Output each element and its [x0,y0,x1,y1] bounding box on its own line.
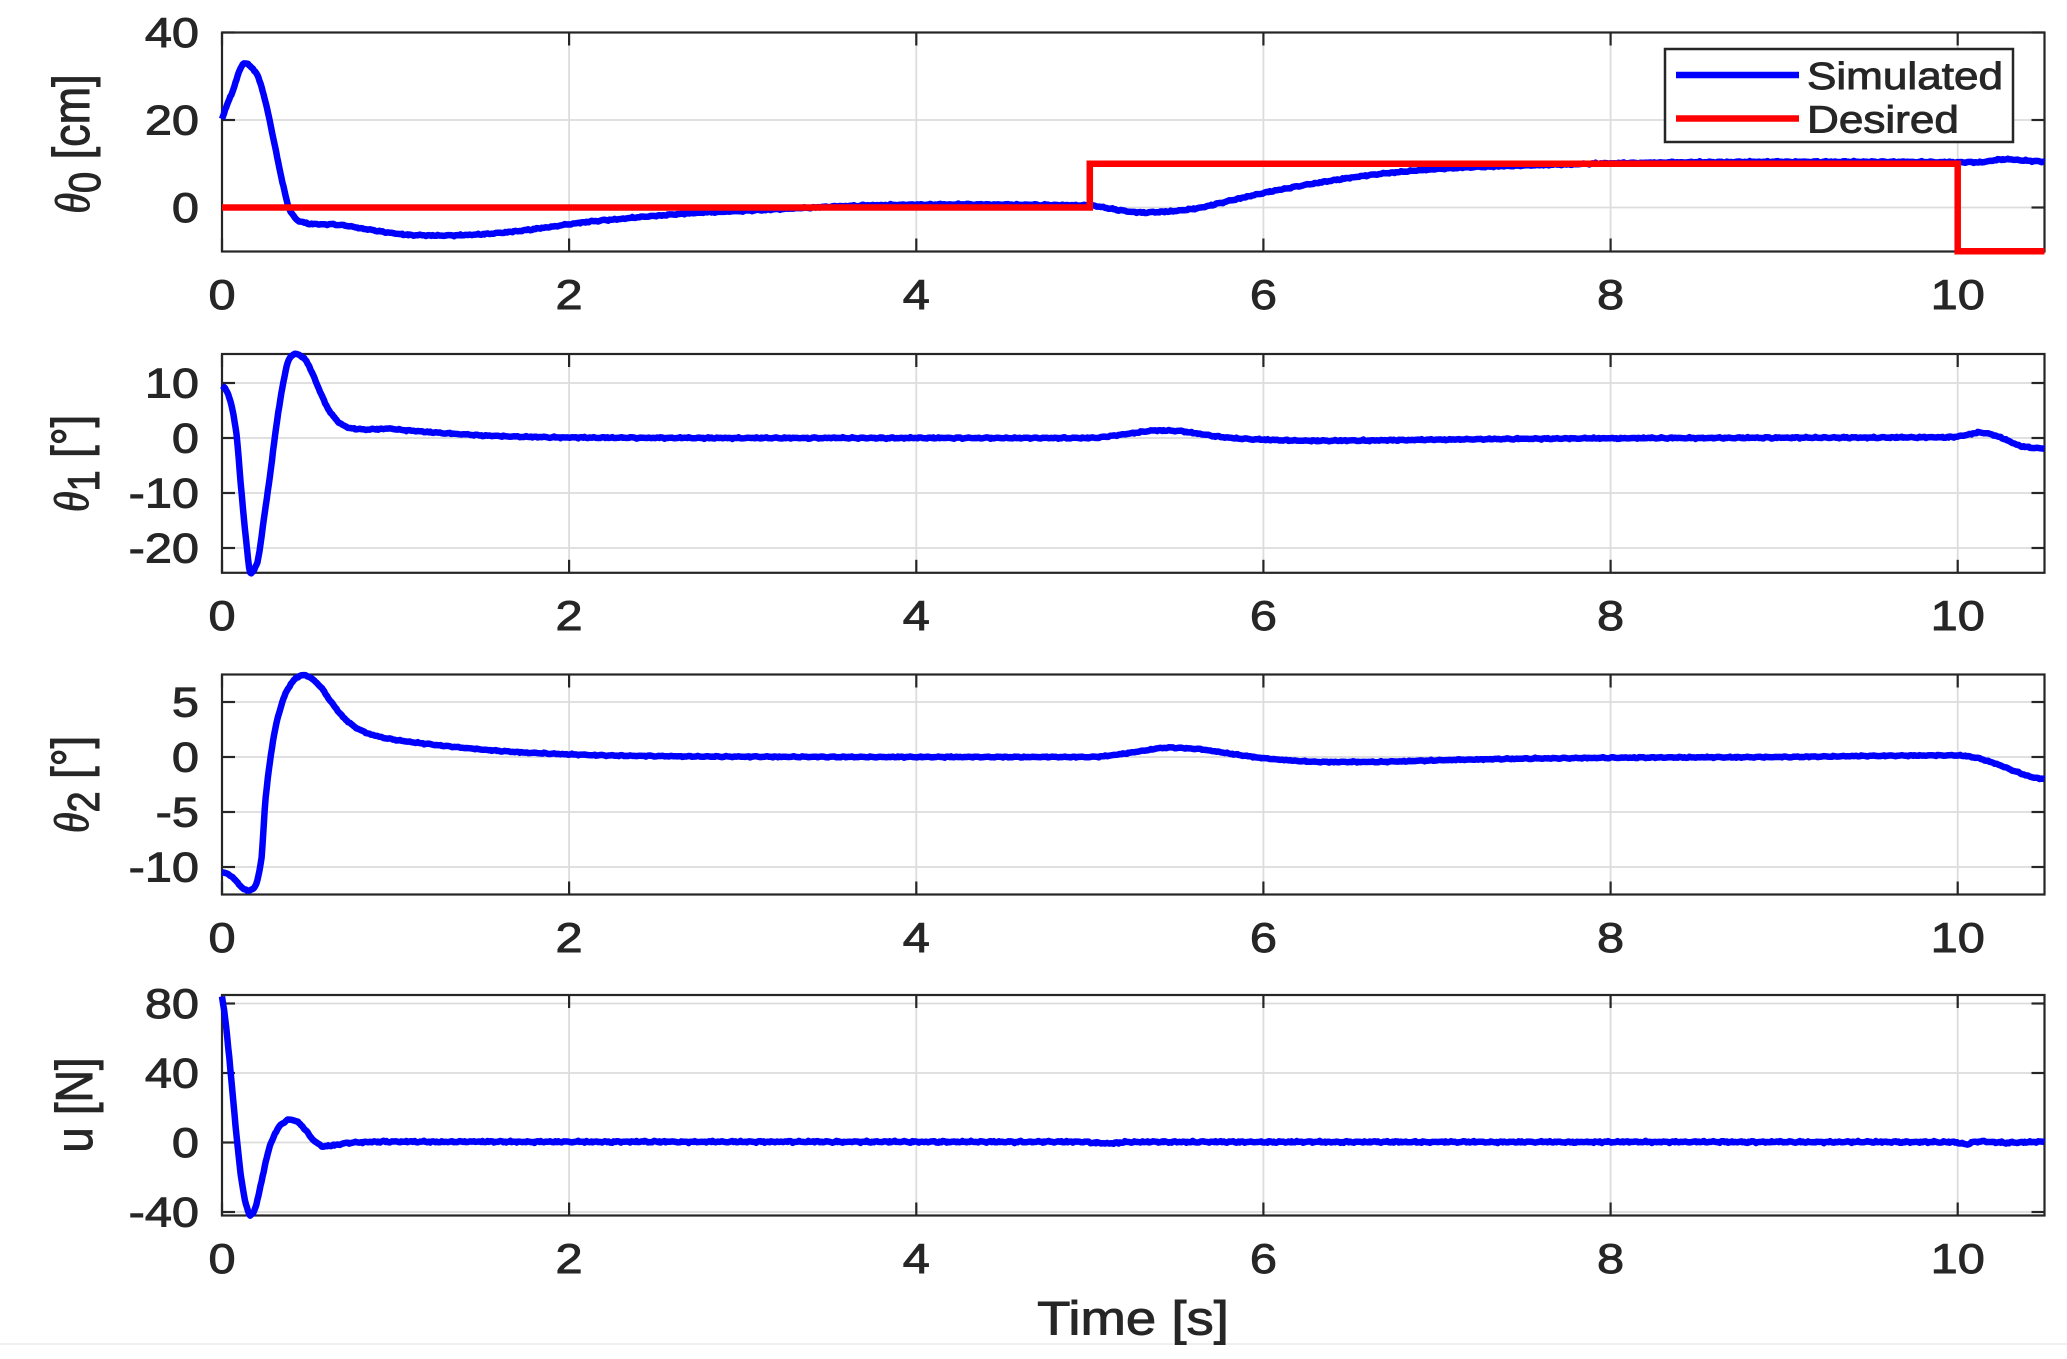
svg-text:40: 40 [145,1049,199,1096]
svg-text:40: 40 [145,9,199,56]
svg-text:4: 4 [903,1235,930,1282]
svg-text:θ1 [°]: θ1 [°] [42,415,108,512]
svg-text:-10: -10 [129,843,199,890]
svg-text:10: 10 [1931,271,1985,318]
svg-text:-20: -20 [129,524,199,571]
svg-text:2: 2 [556,271,583,318]
svg-text:10: 10 [145,359,199,406]
svg-text:0: 0 [208,1235,235,1282]
svg-text:-5: -5 [156,788,199,835]
svg-text:θ0 [cm]: θ0 [cm] [43,74,109,213]
svg-text:0: 0 [172,1119,199,1166]
svg-text:6: 6 [1250,914,1277,961]
svg-text:0: 0 [172,414,199,461]
svg-text:4: 4 [903,592,930,639]
svg-text:10: 10 [1931,914,1985,961]
svg-text:4: 4 [903,271,930,318]
svg-text:Time [s]: Time [s] [1037,1292,1229,1345]
svg-text:80: 80 [145,980,199,1027]
svg-text:6: 6 [1250,592,1277,639]
svg-text:8: 8 [1597,914,1624,961]
svg-text:2: 2 [556,1235,583,1282]
svg-text:4: 4 [903,914,930,961]
svg-text:-40: -40 [129,1188,199,1235]
svg-text:8: 8 [1597,1235,1624,1282]
svg-text:6: 6 [1250,271,1277,318]
svg-text:10: 10 [1931,1235,1985,1282]
svg-text:0: 0 [172,184,199,231]
svg-text:Simulated: Simulated [1807,55,2003,97]
svg-text:0: 0 [208,592,235,639]
svg-text:2: 2 [556,914,583,961]
svg-text:Desired: Desired [1807,98,1959,140]
svg-text:6: 6 [1250,1235,1277,1282]
svg-text:θ2 [°]: θ2 [°] [42,736,108,833]
svg-text:u [N]: u [N] [46,1057,104,1152]
svg-text:10: 10 [1931,592,1985,639]
svg-text:2: 2 [556,592,583,639]
svg-text:-10: -10 [129,469,199,516]
svg-text:20: 20 [145,96,199,143]
svg-text:0: 0 [208,914,235,961]
svg-text:8: 8 [1597,271,1624,318]
svg-text:0: 0 [208,271,235,318]
svg-text:0: 0 [172,733,199,780]
svg-text:5: 5 [172,678,199,725]
svg-text:8: 8 [1597,592,1624,639]
